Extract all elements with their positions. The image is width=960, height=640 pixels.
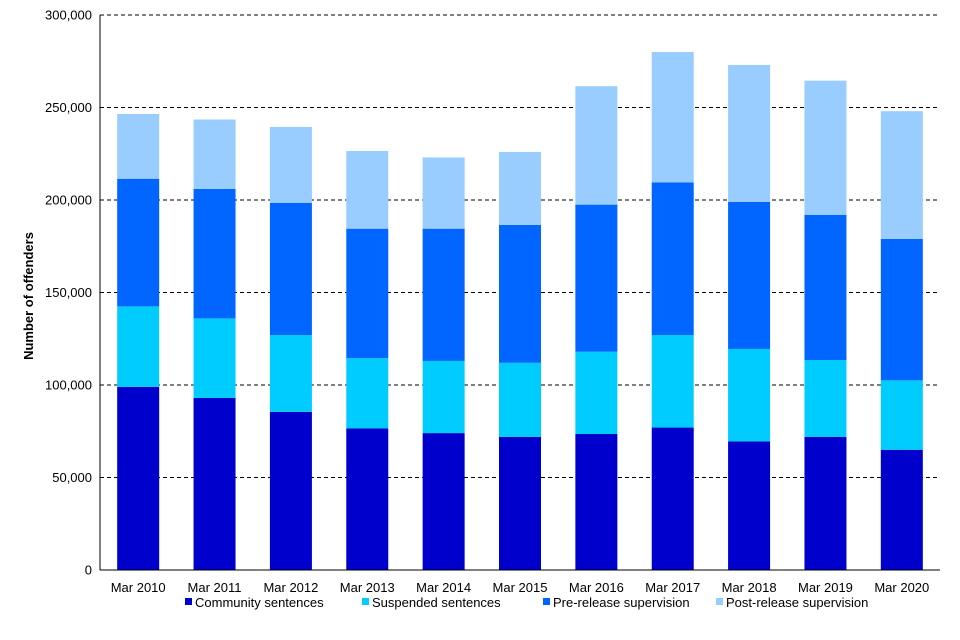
bar-segment-pre-release-supervision xyxy=(269,202,312,336)
bar-segment-pre-release-supervision xyxy=(422,228,465,361)
bar-segment-community-sentences xyxy=(193,397,236,570)
bar-segment-post-release-supervision xyxy=(728,64,771,202)
bar-segment-suspended-sentences xyxy=(269,335,312,412)
legend-swatch xyxy=(362,598,369,605)
bar-segment-pre-release-supervision xyxy=(728,201,771,349)
y-tick-label: 0 xyxy=(85,563,92,578)
bar-segment-post-release-supervision xyxy=(193,119,236,189)
x-tick-label: Mar 2020 xyxy=(874,580,929,595)
bar-segment-suspended-sentences xyxy=(804,360,847,437)
bar-segment-post-release-supervision xyxy=(269,126,312,203)
x-tick-label: Mar 2014 xyxy=(416,580,471,595)
x-tick-label: Mar 2011 xyxy=(188,580,242,595)
bar-segment-suspended-sentences xyxy=(651,335,694,428)
bar-segment-post-release-supervision xyxy=(422,157,465,229)
bar-segment-post-release-supervision xyxy=(880,111,923,239)
bar-segment-pre-release-supervision xyxy=(880,238,923,381)
bar-segment-suspended-sentences xyxy=(422,360,465,434)
legend: Community sentences Suspended sentences Pr… xyxy=(185,595,868,610)
x-tick-labels: Mar 2010 Mar 2011 Mar 2012 Mar 2013 Mar 2014… xyxy=(111,580,930,595)
bar-segment-post-release-supervision xyxy=(117,113,160,179)
bar-segment-suspended-sentences xyxy=(117,306,160,387)
legend-swatch xyxy=(543,598,550,605)
y-tick-label: 50,000 xyxy=(52,470,92,485)
y-tick-labels: 0 50,000 100,000 150,000 200,000 250,000 300,0… xyxy=(45,8,92,578)
bar-segment-suspended-sentences xyxy=(728,348,771,442)
x-tick-label: Mar 2015 xyxy=(493,580,548,595)
bar-segment-post-release-supervision xyxy=(804,80,847,215)
bar-segment-community-sentences xyxy=(499,436,541,570)
x-tick-label: Mar 2016 xyxy=(569,580,624,595)
legend-label: Post-release supervision xyxy=(726,595,868,610)
bars xyxy=(117,52,923,570)
y-tick-label: 150,000 xyxy=(45,285,92,300)
axes xyxy=(99,15,940,571)
bar-segment-pre-release-supervision xyxy=(804,214,847,361)
legend-label: Pre-release supervision xyxy=(553,595,690,610)
bar-segment-community-sentences xyxy=(651,427,694,570)
legend-label: Community sentences xyxy=(195,595,324,610)
bar-segment-pre-release-supervision xyxy=(499,224,541,363)
bar-segment-suspended-sentences xyxy=(499,362,541,437)
bar-segment-pre-release-supervision xyxy=(193,188,236,319)
bar-segment-pre-release-supervision xyxy=(117,178,160,307)
x-tick-label: Mar 2012 xyxy=(263,580,318,595)
bar-segment-suspended-sentences xyxy=(880,380,923,450)
legend-swatch xyxy=(185,598,192,605)
bar-segment-pre-release-supervision xyxy=(651,182,694,336)
bar-segment-community-sentences xyxy=(804,436,847,570)
bar-segment-post-release-supervision xyxy=(346,150,389,229)
y-tick-label: 200,000 xyxy=(45,193,92,208)
y-tick-label: 250,000 xyxy=(45,100,92,115)
bar-segment-community-sentences xyxy=(575,434,618,570)
x-tick-label: Mar 2018 xyxy=(722,580,777,595)
bar-segment-suspended-sentences xyxy=(575,351,618,435)
bar-segment-community-sentences xyxy=(269,411,312,570)
bar-segment-suspended-sentences xyxy=(346,358,389,429)
x-tick-label: Mar 2013 xyxy=(340,580,395,595)
legend-label: Suspended sentences xyxy=(372,595,501,610)
bar-segment-post-release-supervision xyxy=(499,151,541,225)
x-tick-label: Mar 2019 xyxy=(798,580,853,595)
bar-segment-post-release-supervision xyxy=(575,86,618,205)
bar-segment-community-sentences xyxy=(880,449,923,570)
x-tick-label: Mar 2017 xyxy=(645,580,700,595)
y-axis-title: Number of offenders xyxy=(21,232,36,360)
x-tick-label: Mar 2010 xyxy=(111,580,166,595)
bar-segment-suspended-sentences xyxy=(193,318,236,398)
bar-segment-pre-release-supervision xyxy=(575,204,618,352)
bar-segment-community-sentences xyxy=(117,386,160,570)
y-tick-label: 100,000 xyxy=(45,378,92,393)
bar-segment-community-sentences xyxy=(422,433,465,570)
bar-segment-pre-release-supervision xyxy=(346,228,389,359)
legend-swatch xyxy=(716,598,723,605)
y-tick-label: 300,000 xyxy=(45,8,92,23)
bar-segment-community-sentences xyxy=(728,441,771,570)
bar-segment-community-sentences xyxy=(346,428,389,570)
bar-segment-post-release-supervision xyxy=(651,52,694,183)
